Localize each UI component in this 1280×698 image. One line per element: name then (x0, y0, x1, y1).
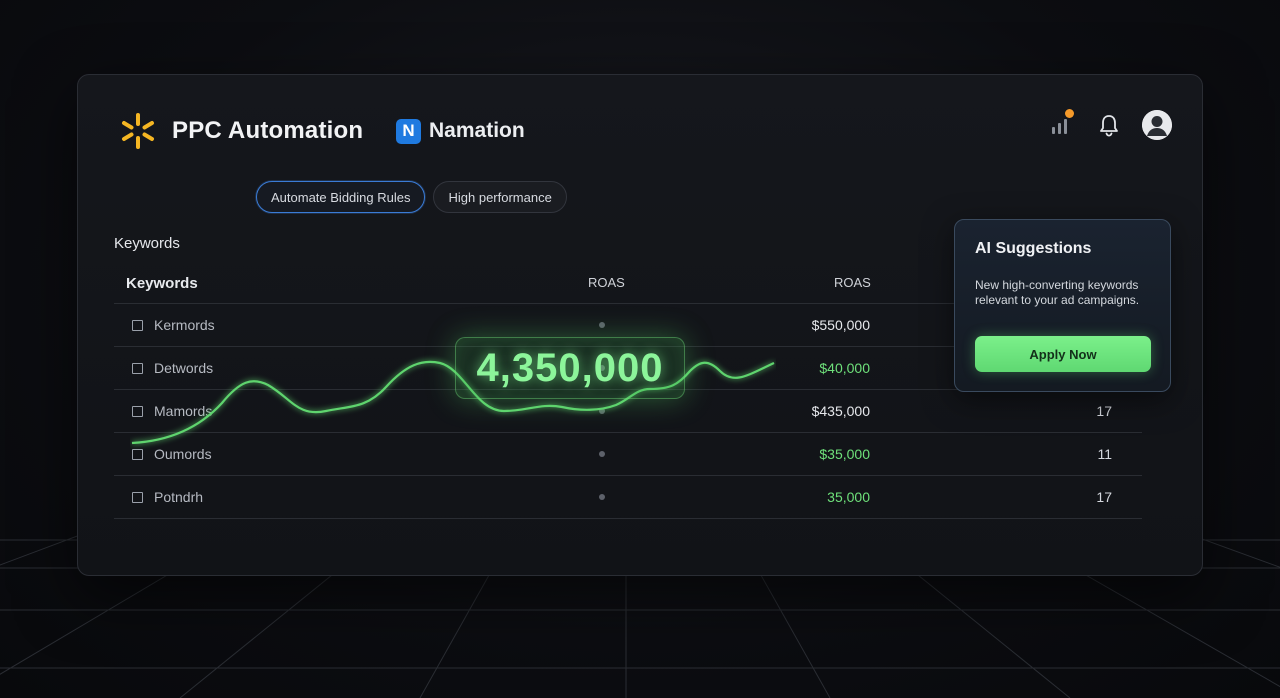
dashboard-panel: PPC Automation N Namation (77, 74, 1203, 576)
header-roas-2[interactable]: ROAS (834, 275, 871, 290)
table-row[interactable]: Kermords $550,000 (114, 304, 1142, 347)
section-title: Keywords (114, 235, 180, 252)
filter-pills: Automate Bidding Rules High performance (256, 181, 575, 213)
pill-automate-bidding-rules[interactable]: Automate Bidding Rules (256, 181, 426, 213)
sub-brand-name: Namation (429, 119, 525, 142)
highlight-value-box: 4,350,000 (455, 337, 685, 399)
row-checkbox[interactable] (132, 320, 143, 331)
row-checkbox[interactable] (132, 406, 143, 417)
brand: PPC Automation (118, 111, 363, 151)
keyword-cell: Kermords (154, 317, 215, 333)
top-right-icons (1050, 109, 1172, 141)
n-logo-icon: N (396, 118, 421, 144)
status-dot (599, 408, 605, 414)
notification-dot (1065, 109, 1074, 118)
row-checkbox[interactable] (132, 492, 143, 503)
roas-value: $435,000 (811, 403, 870, 419)
sub-brand[interactable]: N Namation (396, 118, 525, 144)
highlight-value: 4,350,000 (476, 345, 664, 390)
status-dot (599, 494, 605, 500)
status-dot (599, 451, 605, 457)
table-row[interactable]: Oumords $35,000 11 (114, 433, 1142, 476)
header-keywords[interactable]: Keywords (126, 275, 198, 292)
ai-suggestions-card: AI Suggestions New high-converting keywo… (954, 219, 1171, 392)
keyword-cell: Mamords (154, 403, 213, 419)
apply-now-button[interactable]: Apply Now (975, 336, 1151, 372)
header-roas-1[interactable]: ROAS (588, 275, 625, 290)
count-cell: 17 (1096, 403, 1112, 419)
roas-value: $550,000 (811, 317, 870, 333)
user-avatar-icon[interactable] (1142, 110, 1172, 140)
count-cell: 17 (1096, 489, 1112, 505)
table-row[interactable]: Potndrh 35,000 17 (114, 476, 1142, 519)
row-checkbox[interactable] (132, 449, 143, 460)
roas-value: 35,000 (827, 489, 870, 505)
keyword-cell: Oumords (154, 446, 212, 462)
keyword-cell: Potndrh (154, 489, 204, 505)
status-dot (599, 322, 605, 328)
ai-suggestions-title: AI Suggestions (975, 240, 1092, 257)
spark-logo-icon (122, 113, 154, 149)
app-title: PPC Automation (172, 117, 364, 144)
roas-value: $35,000 (819, 446, 870, 462)
table-header: Keywords ROAS ROAS (114, 261, 1142, 304)
signal-icon[interactable] (1050, 109, 1074, 135)
roas-value: $40,000 (819, 360, 870, 376)
count-cell: 11 (1097, 446, 1112, 462)
pill-high-performance[interactable]: High performance (433, 181, 567, 213)
bell-icon[interactable] (1098, 113, 1120, 137)
keyword-cell: Detwords (154, 360, 214, 376)
row-checkbox[interactable] (132, 363, 143, 374)
ai-suggestions-description: New high-converting keywords relevant to… (975, 278, 1140, 307)
